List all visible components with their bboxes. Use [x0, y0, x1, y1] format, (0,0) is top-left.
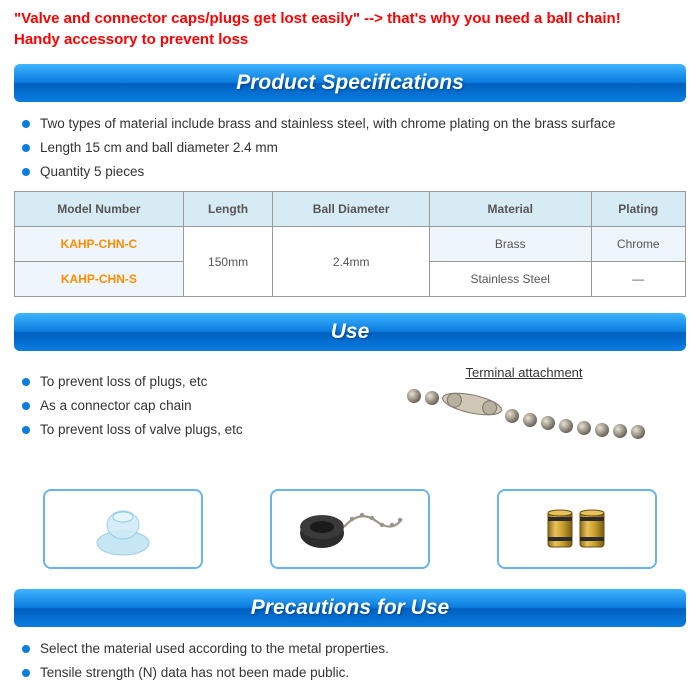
- specs-bullet: Two types of material include brass and …: [22, 116, 678, 131]
- col-length: Length: [183, 192, 273, 227]
- ball-chain-icon: [394, 386, 654, 456]
- cell-ball-diameter: 2.4mm: [273, 227, 430, 297]
- cell-model: KAHP-CHN-S: [15, 262, 184, 297]
- spec-table: Model Number Length Ball Diameter Materi…: [14, 191, 686, 297]
- silicone-cap-icon: [88, 499, 158, 559]
- cell-length: 150mm: [183, 227, 273, 297]
- use-bullet: To prevent loss of plugs, etc: [22, 374, 342, 389]
- rubber-plug-thumb: [270, 489, 430, 569]
- cell-plating: Chrome: [591, 227, 686, 262]
- cell-plating: —: [591, 262, 686, 297]
- precautions-bullet-list: Select the material used according to th…: [14, 641, 686, 680]
- col-model: Model Number: [15, 192, 184, 227]
- silicone-cap-thumb: [43, 489, 203, 569]
- brass-fittings-icon: [532, 499, 622, 559]
- col-ball-diameter: Ball Diameter: [273, 192, 430, 227]
- precautions-bullet: Tensile strength (N) data has not been m…: [22, 665, 678, 680]
- col-material: Material: [429, 192, 591, 227]
- specs-bullet-list: Two types of material include brass and …: [14, 116, 686, 179]
- precautions-bullet: Select the material used according to th…: [22, 641, 678, 656]
- cell-material: Stainless Steel: [429, 262, 591, 297]
- use-bullet-list: To prevent loss of plugs, etc As a conne…: [14, 374, 350, 437]
- table-row: KAHP-CHN-C 150mm 2.4mm Brass Chrome: [15, 227, 686, 262]
- headline-line2: Handy accessory to prevent loss: [14, 29, 686, 50]
- thumbnail-row: [24, 489, 676, 569]
- rubber-plug-chain-icon: [290, 499, 410, 559]
- use-row: To prevent loss of plugs, etc As a conne…: [14, 365, 686, 459]
- section-header-use: Use: [14, 313, 686, 351]
- use-bullet: As a connector cap chain: [22, 398, 342, 413]
- use-bullets-wrap: To prevent loss of plugs, etc As a conne…: [14, 365, 350, 459]
- specs-bullet: Quantity 5 pieces: [22, 164, 678, 179]
- cell-material: Brass: [429, 227, 591, 262]
- brass-fitting-thumb: [497, 489, 657, 569]
- section-header-precautions: Precautions for Use: [14, 589, 686, 627]
- terminal-attachment-label: Terminal attachment: [362, 365, 686, 380]
- terminal-attachment-block: Terminal attachment: [362, 365, 686, 459]
- headline-line1: "Valve and connector caps/plugs get lost…: [14, 8, 686, 29]
- section-header-specs: Product Specifications: [14, 64, 686, 102]
- use-bullet: To prevent loss of valve plugs, etc: [22, 422, 342, 437]
- specs-bullet: Length 15 cm and ball diameter 2.4 mm: [22, 140, 678, 155]
- table-header-row: Model Number Length Ball Diameter Materi…: [15, 192, 686, 227]
- headline: "Valve and connector caps/plugs get lost…: [14, 8, 686, 50]
- cell-model: KAHP-CHN-C: [15, 227, 184, 262]
- col-plating: Plating: [591, 192, 686, 227]
